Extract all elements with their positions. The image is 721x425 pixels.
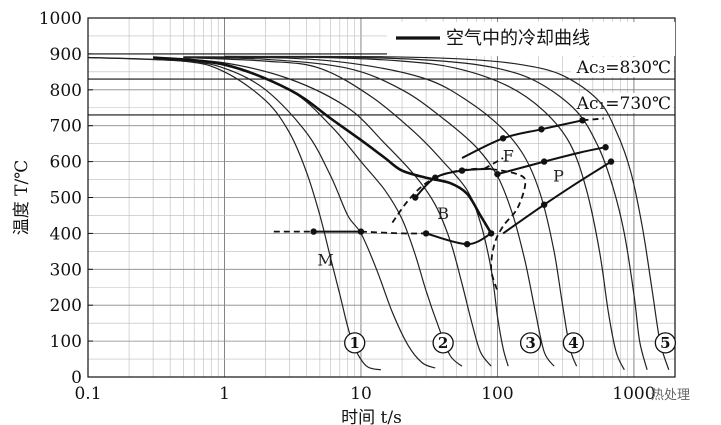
curve-number-circle (519, 332, 542, 354)
cooling-curve (183, 56, 555, 367)
region-label: M (317, 251, 333, 270)
curve-number-circle (344, 332, 366, 354)
cooling-curve (153, 56, 463, 367)
y-tick-label: 900 (50, 45, 82, 65)
transformation-point (602, 144, 609, 151)
y-tick-label: 400 (50, 224, 82, 244)
curve-number-circle (654, 332, 677, 354)
markers (310, 117, 615, 248)
transformation-point (540, 201, 548, 208)
y-tick-label: 300 (50, 260, 82, 280)
transformation-point (499, 135, 507, 142)
tick-labels: 0 100 200 300 400 500 600 700 800 900 1000 0.1 1 10 10… (39, 9, 656, 404)
curve-number-circle (562, 332, 585, 354)
cooling-curve (224, 56, 648, 370)
region-label: B (437, 204, 449, 223)
transformation-point (432, 174, 439, 181)
cooling-curve (183, 56, 625, 371)
air-cooling-curve (152, 56, 493, 235)
y-axis-label: 温度 T/℃ (12, 160, 32, 236)
reference-lines: Ac₃=830℃ Ac₁=730℃ (88, 53, 675, 116)
y-tick-label: 0 (71, 368, 82, 388)
transformation-point (422, 230, 430, 237)
cooling-curve (87, 56, 436, 369)
transformation-point (579, 117, 586, 124)
transformation-point (458, 167, 466, 174)
annotations: M B F P 1 2 3 4 5 (317, 147, 677, 354)
transformation-line-dashed (582, 117, 604, 122)
curve-number: 4 (568, 334, 578, 352)
x-tick-label: 1 (219, 384, 230, 404)
curve-number: 1 (349, 334, 359, 352)
transformation-line-dashed (391, 167, 527, 292)
transformation-line (502, 160, 612, 235)
reference-label: Ac₁=730℃ (576, 94, 671, 114)
legend-label: 空气中的冷却曲线 (446, 28, 590, 49)
y-tick-label: 700 (50, 117, 82, 137)
transformation-line-dashed (483, 157, 504, 170)
curve-number: 3 (525, 334, 535, 352)
transformation-point (607, 158, 615, 165)
x-tick-label: 0.1 (74, 384, 101, 404)
x-tick-label: 10 (350, 384, 372, 404)
transformation-point (357, 228, 365, 235)
curve-number: 5 (660, 334, 670, 352)
reference-label-bg (571, 57, 673, 78)
y-tick-label: 200 (50, 296, 82, 316)
transformation-point (487, 230, 495, 237)
transformation-point (540, 158, 548, 165)
y-tick-label: 100 (50, 332, 82, 352)
transformation-point (463, 240, 471, 248)
transformation-line-dashed (360, 230, 427, 235)
cooling-curve (153, 56, 492, 367)
cooling-curves (87, 55, 670, 371)
curve-number: 2 (438, 334, 448, 352)
y-tick-label: 800 (50, 81, 82, 101)
transformation-line (461, 119, 583, 159)
transformation-point (412, 194, 419, 201)
x-tick-label: 1000 (612, 384, 655, 404)
transformation-point (494, 170, 501, 178)
region-label: F (503, 147, 514, 166)
cooling-curve (224, 55, 670, 370)
curve-number-circle (432, 332, 454, 354)
transformation-lines (273, 117, 612, 292)
region-label: P (553, 166, 564, 185)
legend: 空气中的冷却曲线 (387, 22, 675, 56)
transformation-line (497, 146, 606, 176)
reference-label: Ac₃=830℃ (576, 58, 671, 78)
y-tick-label: 600 (50, 153, 82, 173)
transformation-line (414, 167, 492, 199)
transformation-point (538, 126, 545, 133)
y-tick-label: 1000 (39, 9, 82, 29)
cooling-curve (183, 56, 578, 367)
transformation-point (310, 228, 317, 235)
x-tick-label: 100 (481, 384, 513, 404)
y-tick-label: 500 (50, 189, 82, 209)
x-axis-label: 时间 t/s (341, 408, 402, 425)
watermark: 热处理 (651, 388, 690, 403)
transformation-line (425, 232, 492, 246)
